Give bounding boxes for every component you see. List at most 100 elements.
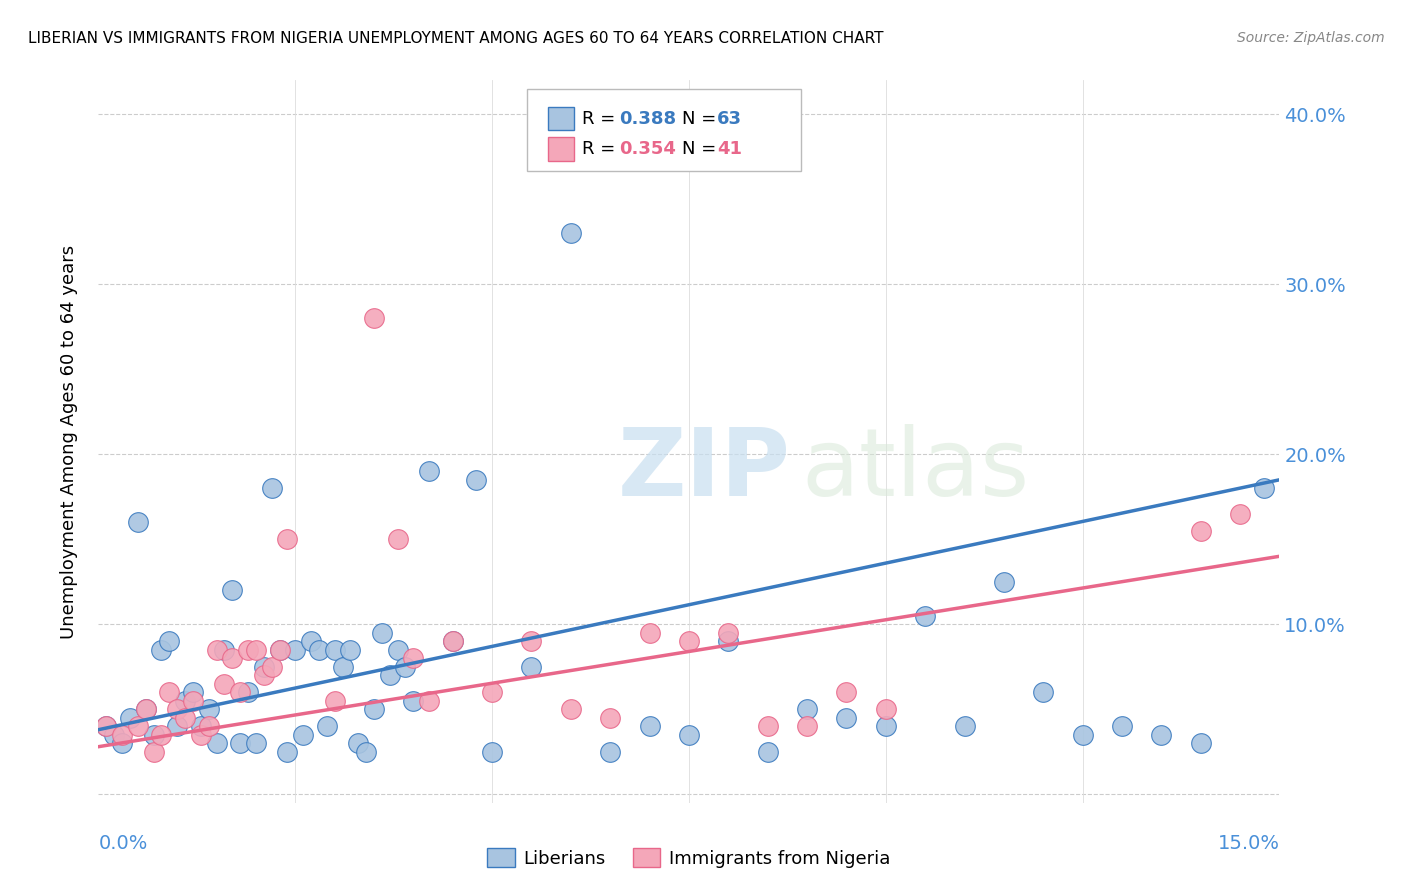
Point: [166, 719, 188, 733]
Point: [638, 625, 661, 640]
Point: [993, 574, 1015, 589]
Point: [229, 685, 252, 699]
Point: [387, 533, 409, 547]
Text: R =: R =: [582, 140, 621, 158]
Point: [253, 668, 276, 682]
Point: [756, 745, 779, 759]
Point: [520, 634, 543, 648]
Point: [150, 728, 173, 742]
Point: [1229, 507, 1251, 521]
Point: [157, 685, 180, 699]
Text: N =: N =: [682, 110, 721, 128]
Point: [953, 719, 976, 733]
Text: 15.0%: 15.0%: [1218, 834, 1279, 853]
Point: [276, 745, 298, 759]
Point: [796, 702, 818, 716]
Point: [157, 634, 180, 648]
Point: [354, 745, 377, 759]
Point: [394, 660, 416, 674]
Point: [214, 642, 236, 657]
Point: [166, 702, 188, 716]
Point: [308, 642, 330, 657]
Point: [205, 642, 228, 657]
Point: [135, 702, 157, 716]
Text: Source: ZipAtlas.com: Source: ZipAtlas.com: [1237, 31, 1385, 45]
Point: [875, 702, 897, 716]
Point: [363, 311, 385, 326]
Point: [1253, 481, 1275, 495]
Point: [150, 642, 173, 657]
Point: [371, 625, 394, 640]
Point: [332, 660, 354, 674]
Point: [875, 719, 897, 733]
Text: 0.388: 0.388: [619, 110, 676, 128]
Point: [181, 685, 204, 699]
Point: [299, 634, 322, 648]
Point: [796, 719, 818, 733]
Text: 63: 63: [717, 110, 742, 128]
Text: atlas: atlas: [801, 425, 1029, 516]
Point: [142, 745, 165, 759]
Point: [127, 719, 149, 733]
Y-axis label: Unemployment Among Ages 60 to 64 years: Unemployment Among Ages 60 to 64 years: [59, 244, 77, 639]
Point: [260, 660, 283, 674]
Point: [323, 694, 346, 708]
Point: [481, 745, 503, 759]
Point: [236, 642, 259, 657]
Point: [181, 694, 204, 708]
Point: [229, 736, 252, 750]
Point: [1111, 719, 1133, 733]
Point: [197, 719, 219, 733]
Point: [269, 642, 291, 657]
Text: N =: N =: [682, 140, 721, 158]
Point: [402, 651, 425, 665]
Point: [245, 642, 267, 657]
Text: ZIP: ZIP: [619, 425, 792, 516]
Point: [560, 227, 582, 241]
Text: 0.354: 0.354: [619, 140, 675, 158]
Point: [315, 719, 337, 733]
Point: [678, 728, 700, 742]
Point: [103, 728, 125, 742]
Point: [190, 719, 212, 733]
Point: [441, 634, 464, 648]
Point: [276, 533, 298, 547]
Point: [205, 736, 228, 750]
Point: [111, 728, 134, 742]
Text: 0.0%: 0.0%: [98, 834, 148, 853]
Point: [284, 642, 307, 657]
Point: [253, 660, 276, 674]
Text: R =: R =: [582, 110, 621, 128]
Point: [717, 625, 740, 640]
Point: [174, 711, 197, 725]
Point: [599, 745, 621, 759]
Point: [260, 481, 283, 495]
Point: [1189, 524, 1212, 538]
Point: [481, 685, 503, 699]
Point: [292, 728, 315, 742]
Point: [221, 651, 243, 665]
Point: [418, 694, 440, 708]
Point: [339, 642, 361, 657]
Point: [560, 702, 582, 716]
Point: [96, 719, 118, 733]
Point: [118, 711, 141, 725]
Point: [678, 634, 700, 648]
Text: LIBERIAN VS IMMIGRANTS FROM NIGERIA UNEMPLOYMENT AMONG AGES 60 TO 64 YEARS CORRE: LIBERIAN VS IMMIGRANTS FROM NIGERIA UNEM…: [28, 31, 883, 46]
Point: [914, 608, 936, 623]
Point: [111, 736, 134, 750]
Point: [520, 660, 543, 674]
Point: [441, 634, 464, 648]
Point: [465, 473, 488, 487]
Point: [236, 685, 259, 699]
Point: [221, 583, 243, 598]
Point: [1032, 685, 1054, 699]
Point: [1071, 728, 1094, 742]
Point: [197, 702, 219, 716]
Point: [835, 711, 858, 725]
Point: [269, 642, 291, 657]
Point: [756, 719, 779, 733]
Point: [1150, 728, 1173, 742]
Point: [835, 685, 858, 699]
Point: [245, 736, 267, 750]
